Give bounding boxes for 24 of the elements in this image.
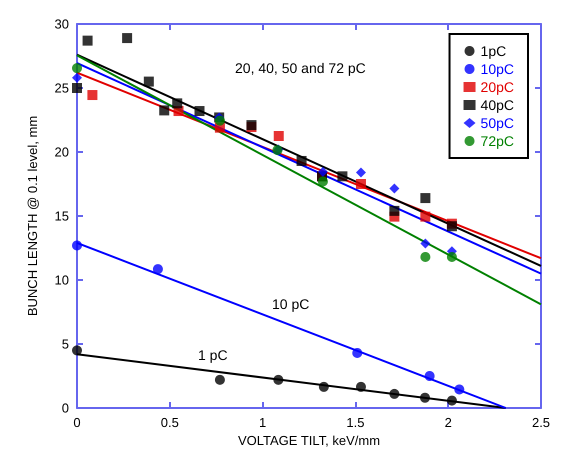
x-tick-label: 1.5	[346, 415, 364, 430]
y-tick-label: 25	[54, 80, 69, 96]
annotation: 1 pC	[198, 347, 228, 363]
y-tick-label: 10	[54, 272, 69, 288]
y-tick-label: 20	[54, 144, 69, 160]
y-axis-title: BUNCH LENGTH @ 0.1 level, mm	[25, 116, 40, 316]
legend-label: 20pC	[480, 79, 514, 95]
y-tick-label: 15	[54, 208, 69, 224]
annotation: 20, 40, 50 and 72 pC	[235, 60, 366, 76]
legend-label: 72pC	[480, 133, 514, 149]
x-tick-label: 0.5	[160, 415, 179, 430]
x-tick-label: 2	[444, 415, 452, 430]
x-axis-title: VOLTAGE TILT, keV/mm	[238, 432, 380, 448]
legend-label: 50pC	[480, 115, 514, 131]
y-tick-label: 30	[54, 16, 69, 32]
legend-label: 40pC	[480, 97, 514, 113]
y-tick-label: 5	[62, 336, 69, 352]
x-tick-label: 1	[258, 415, 266, 430]
legend-label: 1pC	[480, 43, 506, 59]
y-tick-label: 0	[62, 400, 69, 416]
x-tick-label: 0	[73, 415, 81, 430]
annotation: 10 pC	[272, 296, 310, 312]
x-tick-label: 2.5	[532, 415, 550, 430]
legend-label: 10pC	[480, 61, 514, 77]
